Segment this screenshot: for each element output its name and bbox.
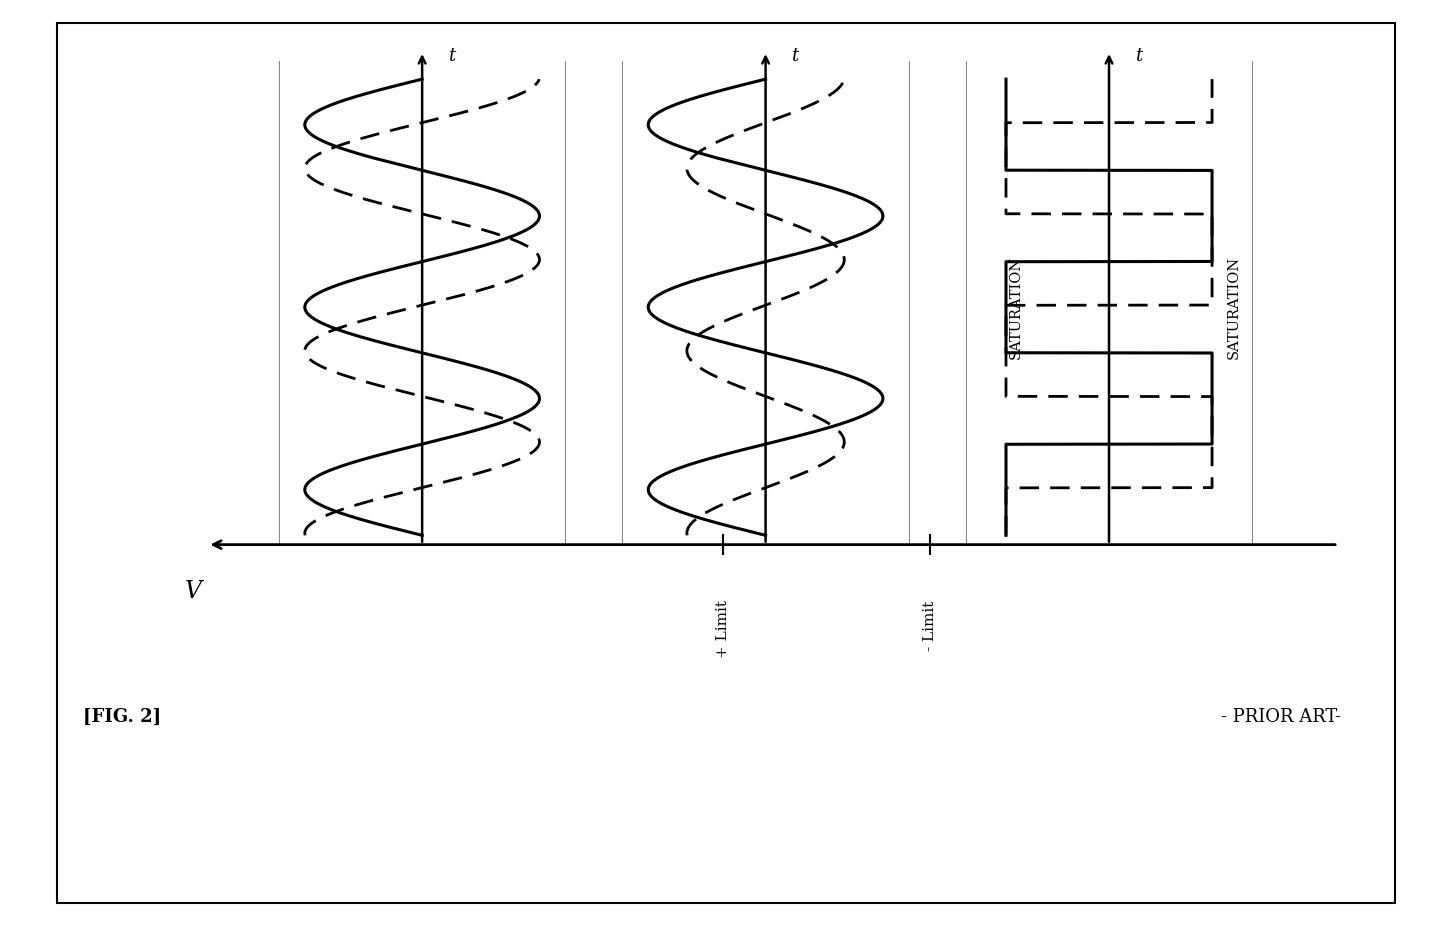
Text: - PRIOR ART-: - PRIOR ART-	[1221, 708, 1341, 726]
Text: V: V	[185, 580, 202, 602]
Text: t: t	[448, 47, 455, 65]
Text: + Limit: + Limit	[716, 600, 730, 658]
Text: t: t	[791, 47, 798, 65]
Text: t: t	[1135, 47, 1142, 65]
Text: SATURATION: SATURATION	[1226, 256, 1241, 358]
Text: SATURATION: SATURATION	[1009, 256, 1023, 358]
Text: [FIG. 2]: [FIG. 2]	[83, 708, 160, 726]
Text: - Limit: - Limit	[923, 600, 937, 651]
